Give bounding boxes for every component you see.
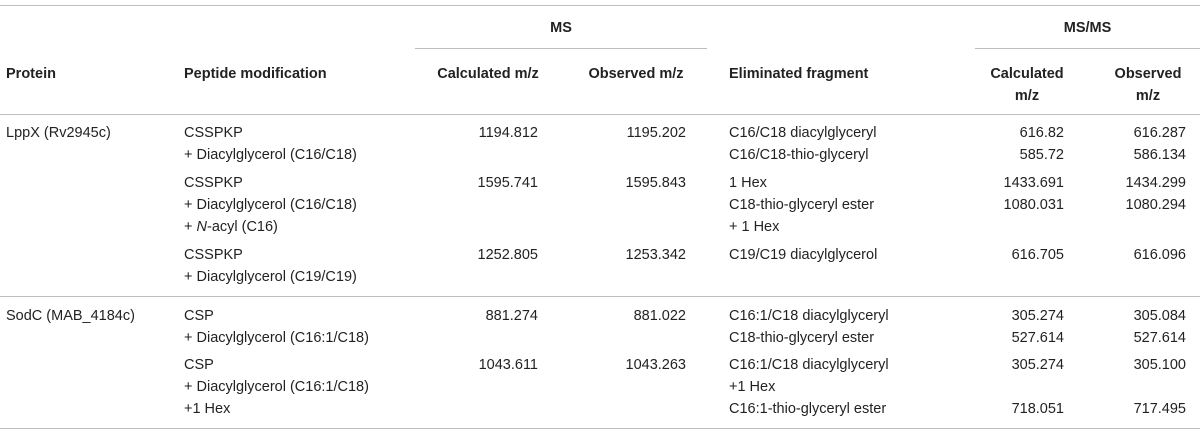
msms-observed-values: 1434.299 1080.294 [1125,175,1186,213]
header-group-msms: MS/MS [1063,20,1112,36]
peptide-modification-cell: CSP + Diacylglycerol (C16:1/C18) +1 Hex [184,357,369,417]
msms-observed-values: 305.100 717.495 [1133,357,1186,417]
ms-group-rule [415,48,707,49]
eliminated-fragment-cell: C19/C19 diacylglycerol [729,247,878,263]
header-protein: Protein [6,66,56,82]
observed-mz-value: 1253.342 [625,247,686,263]
header-group-ms: MS [550,20,572,36]
header-calculated-mz: Calculated m/z [437,66,539,82]
observed-mz-value: 1195.202 [626,125,686,141]
eliminated-fragment-cell: C16/C18 diacylglyceryl C16/C18-thio-glyc… [729,125,877,163]
eliminated-fragment-cell: C16:1/C18 diacylglyceryl +1 Hex C16:1-th… [729,357,889,417]
table-top-rule [0,5,1200,6]
header-msms-calculated-mz: Calculated m/z [990,66,1064,104]
msms-calculated-values: 305.274 527.614 [1011,308,1064,346]
msms-observed-values: 305.084 527.614 [1133,308,1186,346]
header-eliminated-fragment: Eliminated fragment [729,66,869,82]
msms-calculated-values: 616.82 585.72 [1019,125,1064,163]
peptide-modification-cell: CSSPKP + Diacylglycerol (C19/C19) [184,247,357,285]
msms-group-rule [975,48,1200,49]
msms-observed-values: 616.287 586.134 [1133,125,1186,163]
calculated-mz-value: 1043.611 [478,357,538,373]
group-separator-rule [0,296,1200,297]
table-bottom-rule [0,428,1200,429]
protein-name: SodC (MAB_4184c) [6,308,135,324]
observed-mz-value: 1595.843 [625,175,686,191]
calculated-mz-value: 1194.812 [478,125,538,141]
observed-mz-value: 881.022 [633,308,686,324]
header-bottom-rule [0,114,1200,115]
msms-observed-values: 616.096 [1133,247,1186,263]
peptide-modification-cell: CSSPKP + Diacylglycerol (C16/C18) + N-ac… [184,175,357,235]
protein-name: LppX (Rv2945c) [6,125,111,141]
calculated-mz-value: 1595.741 [477,175,538,191]
eliminated-fragment-cell: C16:1/C18 diacylglyceryl C18-thio-glycer… [729,308,889,346]
header-observed-mz: Observed m/z [588,66,684,82]
msms-calculated-values: 305.274 718.051 [1011,357,1064,417]
msms-calculated-values: 1433.691 1080.031 [1003,175,1064,213]
calculated-mz-value: 1252.805 [477,247,538,263]
calculated-mz-value: 881.274 [485,308,538,324]
peptide-modification-cell: CSP + Diacylglycerol (C16:1/C18) [184,308,369,346]
header-msms-observed-mz: Observed m/z [1114,66,1182,104]
msms-calculated-values: 616.705 [1011,247,1064,263]
peptide-modification-cell: CSSPKP + Diacylglycerol (C16/C18) [184,125,357,163]
header-peptide-modification: Peptide modification [184,66,327,82]
observed-mz-value: 1043.263 [625,357,686,373]
eliminated-fragment-cell: 1 Hex C18-thio-glyceryl ester + 1 Hex [729,175,875,235]
